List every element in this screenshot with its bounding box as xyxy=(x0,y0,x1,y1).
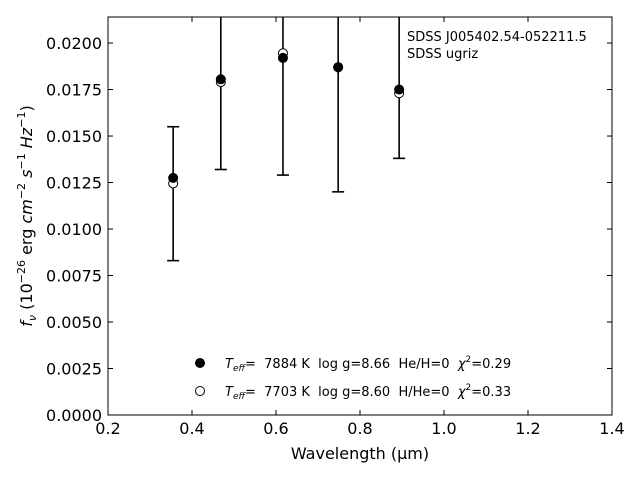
y-axis-ticks: 0.0000 0.0025 0.0050 0.0075 0.0100 0.0125 0.01… xyxy=(46,34,612,425)
y-tick-label: 0.0125 xyxy=(46,174,102,193)
legend-filled-marker xyxy=(195,358,205,368)
annotation-object-name: SDSS J005402.54-052211.5 xyxy=(407,30,587,45)
filled-data-point xyxy=(277,52,288,63)
x-tick-label: 0.8 xyxy=(347,419,372,438)
legend: Teff= 7884 K log g=8.66 He/H=0 χ2=0.29 T… xyxy=(195,355,511,402)
y-tick-label: 0.0075 xyxy=(46,267,102,286)
x-tick-label: 0.2 xyxy=(95,419,120,438)
x-tick-label: 0.6 xyxy=(263,419,288,438)
legend-entry-2: Teff= 7703 K log g=8.60 H/He=0 χ2=0.33 xyxy=(225,383,511,402)
y-tick-label: 0.0050 xyxy=(46,313,102,332)
y-tick-label: 0.0000 xyxy=(46,406,102,425)
y-tick-label: 0.0025 xyxy=(46,360,102,379)
x-tick-label: 1.4 xyxy=(599,419,624,438)
y-axis-label: fν (10−26 erg cm−2 s−1 Hz−1) xyxy=(15,105,39,326)
legend-open-marker xyxy=(195,386,205,396)
plot-frame xyxy=(107,16,613,416)
x-tick-label: 1.2 xyxy=(515,419,540,438)
filled-data-point xyxy=(333,62,344,73)
filled-data-point xyxy=(394,84,405,95)
legend-entry-1: Teff= 7884 K log g=8.66 He/H=0 χ2=0.29 xyxy=(225,355,511,374)
y-tick-label: 0.0150 xyxy=(46,127,102,146)
y-tick-label: 0.0175 xyxy=(46,81,102,100)
x-tick-label: 0.4 xyxy=(179,419,204,438)
filled-data-point xyxy=(215,74,226,85)
x-axis-ticks: 0.2 0.4 0.6 0.8 1.0 1.2 1.4 xyxy=(95,17,625,438)
x-tick-label: 1.0 xyxy=(431,419,456,438)
y-tick-label: 0.0100 xyxy=(46,220,102,239)
annotation-photometry: SDSS ugriz xyxy=(407,47,478,62)
data-layer xyxy=(167,17,406,262)
y-tick-label: 0.0200 xyxy=(46,34,102,53)
filled-data-point xyxy=(168,172,179,183)
x-axis-label: Wavelength (μm) xyxy=(291,444,429,463)
